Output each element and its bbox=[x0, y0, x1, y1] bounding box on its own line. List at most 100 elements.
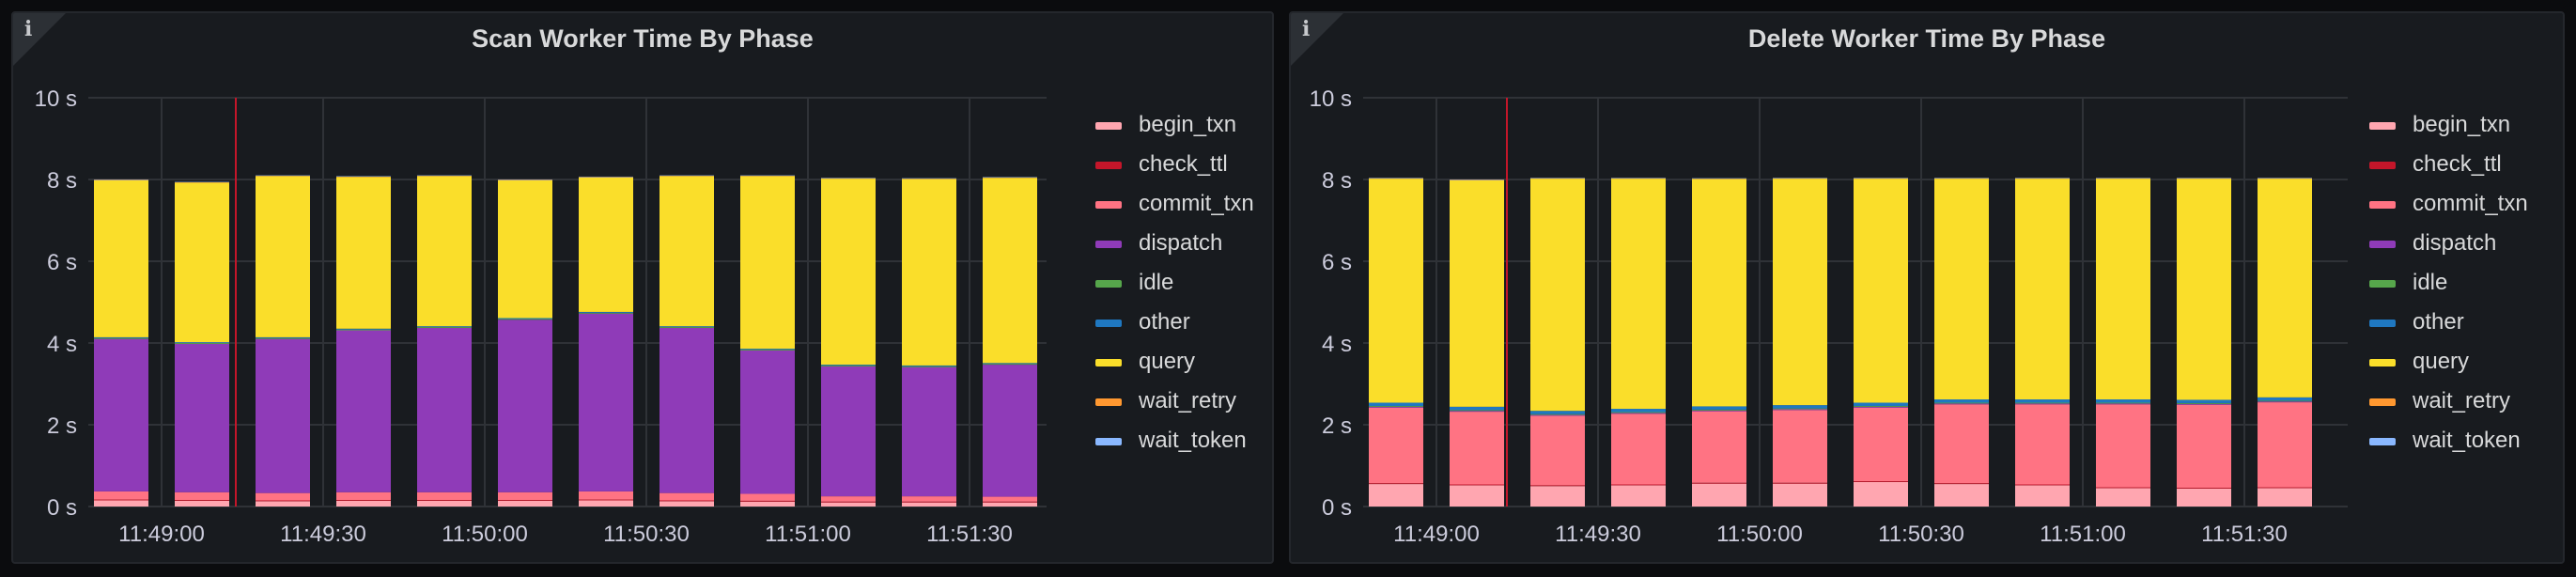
legend-item-wait_retry[interactable]: wait_retry bbox=[1095, 382, 1254, 421]
bar-segment-other[interactable] bbox=[498, 318, 552, 320]
bar-segment-dispatch[interactable] bbox=[1773, 409, 1827, 411]
bar-segment-begin_txn[interactable] bbox=[1530, 486, 1585, 507]
bar-segment-commit_txn[interactable] bbox=[336, 491, 391, 501]
bar-segment-check_ttl[interactable] bbox=[256, 500, 310, 502]
bar-segment-check_ttl[interactable] bbox=[579, 499, 633, 501]
bar-segment-query[interactable] bbox=[983, 178, 1037, 364]
bar-segment-other[interactable] bbox=[2096, 399, 2150, 403]
bar-segment-idle[interactable] bbox=[2096, 402, 2150, 404]
bar-segment-idle[interactable] bbox=[1773, 408, 1827, 410]
bar-segment-commit_txn[interactable] bbox=[1450, 412, 1504, 485]
bar-segment-other[interactable] bbox=[1450, 406, 1504, 411]
bar-stack[interactable] bbox=[1854, 178, 1908, 507]
bar-segment-commit_txn[interactable] bbox=[2015, 404, 2070, 485]
bar-segment-idle[interactable] bbox=[983, 364, 1037, 366]
bar-segment-query[interactable] bbox=[2177, 179, 2231, 400]
bar-segment-begin_txn[interactable] bbox=[498, 500, 552, 507]
bar-segment-commit_txn[interactable] bbox=[983, 496, 1037, 502]
bar-segment-commit_txn[interactable] bbox=[1854, 407, 1908, 482]
bar-segment-other[interactable] bbox=[2258, 397, 2312, 401]
bar-segment-commit_txn[interactable] bbox=[256, 492, 310, 501]
bar-segment-check_ttl[interactable] bbox=[1692, 482, 1746, 484]
bar-segment-query[interactable] bbox=[2258, 179, 2312, 398]
bar-segment-begin_txn[interactable] bbox=[1692, 483, 1746, 507]
bar-segment-query[interactable] bbox=[1530, 179, 1585, 412]
bar-segment-check_ttl[interactable] bbox=[417, 500, 472, 501]
bar-segment-commit_txn[interactable] bbox=[2258, 402, 2312, 488]
bar-segment-query[interactable] bbox=[1773, 179, 1827, 406]
legend-item-wait_retry[interactable]: wait_retry bbox=[2369, 382, 2528, 421]
legend-item-dispatch[interactable]: dispatch bbox=[2369, 224, 2528, 263]
bar-stack[interactable] bbox=[498, 179, 552, 507]
bar-segment-idle[interactable] bbox=[1369, 405, 1423, 407]
bar-segment-begin_txn[interactable] bbox=[1369, 484, 1423, 507]
bar-segment-idle[interactable] bbox=[1450, 410, 1504, 412]
bar-segment-query[interactable] bbox=[579, 177, 633, 312]
bar-stack[interactable] bbox=[1369, 178, 1423, 507]
bar-stack[interactable] bbox=[1692, 178, 1746, 507]
bar-segment-commit_txn[interactable] bbox=[902, 496, 956, 502]
legend-item-idle[interactable]: idle bbox=[1095, 263, 1254, 303]
bar-segment-dispatch[interactable] bbox=[1530, 414, 1585, 416]
bar-segment-begin_txn[interactable] bbox=[2177, 488, 2231, 507]
bar-segment-dispatch[interactable] bbox=[1369, 406, 1423, 408]
bar-segment-other[interactable] bbox=[336, 328, 391, 330]
legend-item-wait_token[interactable]: wait_token bbox=[2369, 421, 2528, 460]
bar-segment-other[interactable] bbox=[2015, 399, 2070, 403]
bar-segment-dispatch[interactable] bbox=[1854, 406, 1908, 408]
bar-segment-begin_txn[interactable] bbox=[417, 500, 472, 507]
legend-item-begin_txn[interactable]: begin_txn bbox=[2369, 105, 2528, 145]
bar-segment-idle[interactable] bbox=[94, 337, 148, 339]
bar-segment-dispatch[interactable] bbox=[2177, 403, 2231, 405]
bar-segment-begin_txn[interactable] bbox=[1773, 483, 1827, 507]
bar-segment-dispatch[interactable] bbox=[983, 365, 1037, 497]
legend-item-commit_txn[interactable]: commit_txn bbox=[2369, 184, 2528, 224]
bar-segment-check_ttl[interactable] bbox=[1530, 485, 1585, 487]
bar-stack[interactable] bbox=[175, 181, 229, 507]
bar-stack[interactable] bbox=[94, 179, 148, 507]
bar-segment-check_ttl[interactable] bbox=[983, 501, 1037, 503]
bar-segment-dispatch[interactable] bbox=[2096, 403, 2150, 405]
bar-segment-idle[interactable] bbox=[256, 337, 310, 339]
bar-segment-dispatch[interactable] bbox=[579, 313, 633, 491]
bar-segment-begin_txn[interactable] bbox=[1854, 481, 1908, 507]
bar-segment-commit_txn[interactable] bbox=[2096, 404, 2150, 488]
bar-segment-dispatch[interactable] bbox=[2258, 401, 2312, 403]
bar-segment-idle[interactable] bbox=[660, 327, 714, 328]
bar-segment-idle[interactable] bbox=[498, 319, 552, 320]
bar-segment-query[interactable] bbox=[2015, 179, 2070, 400]
bar-segment-idle[interactable] bbox=[2015, 402, 2070, 404]
bar-segment-dispatch[interactable] bbox=[1450, 411, 1504, 413]
bar-segment-commit_txn[interactable] bbox=[660, 492, 714, 501]
bar-segment-commit_txn[interactable] bbox=[821, 496, 876, 502]
bar-stack[interactable] bbox=[256, 175, 310, 507]
bar-segment-commit_txn[interactable] bbox=[94, 491, 148, 500]
bar-segment-begin_txn[interactable] bbox=[2258, 488, 2312, 507]
bar-segment-begin_txn[interactable] bbox=[660, 501, 714, 507]
bar-stack[interactable] bbox=[821, 178, 876, 507]
bar-segment-idle[interactable] bbox=[902, 366, 956, 367]
bar-stack[interactable] bbox=[417, 175, 472, 507]
bar-segment-begin_txn[interactable] bbox=[2015, 485, 2070, 507]
bar-segment-check_ttl[interactable] bbox=[740, 500, 795, 502]
legend-item-idle[interactable]: idle bbox=[2369, 263, 2528, 303]
bar-segment-query[interactable] bbox=[1369, 179, 1423, 403]
bar-segment-check_ttl[interactable] bbox=[1369, 483, 1423, 485]
bar-segment-dispatch[interactable] bbox=[1692, 410, 1746, 412]
bar-segment-query[interactable] bbox=[1611, 179, 1666, 410]
bar-segment-begin_txn[interactable] bbox=[94, 500, 148, 507]
bar-segment-check_ttl[interactable] bbox=[2177, 487, 2231, 489]
bar-segment-idle[interactable] bbox=[1692, 409, 1746, 411]
bar-segment-idle[interactable] bbox=[336, 329, 391, 331]
legend-item-dispatch[interactable]: dispatch bbox=[1095, 224, 1254, 263]
bar-segment-dispatch[interactable] bbox=[821, 366, 876, 497]
bar-stack[interactable] bbox=[1530, 178, 1585, 507]
bar-stack[interactable] bbox=[336, 176, 391, 507]
bar-segment-dispatch[interactable] bbox=[2015, 403, 2070, 405]
bar-segment-check_ttl[interactable] bbox=[1450, 484, 1504, 486]
bar-segment-other[interactable] bbox=[2177, 399, 2231, 403]
bar-segment-begin_txn[interactable] bbox=[1611, 485, 1666, 507]
bar-segment-query[interactable] bbox=[821, 179, 876, 366]
bar-segment-check_ttl[interactable] bbox=[1611, 484, 1666, 486]
bar-segment-begin_txn[interactable] bbox=[256, 501, 310, 507]
